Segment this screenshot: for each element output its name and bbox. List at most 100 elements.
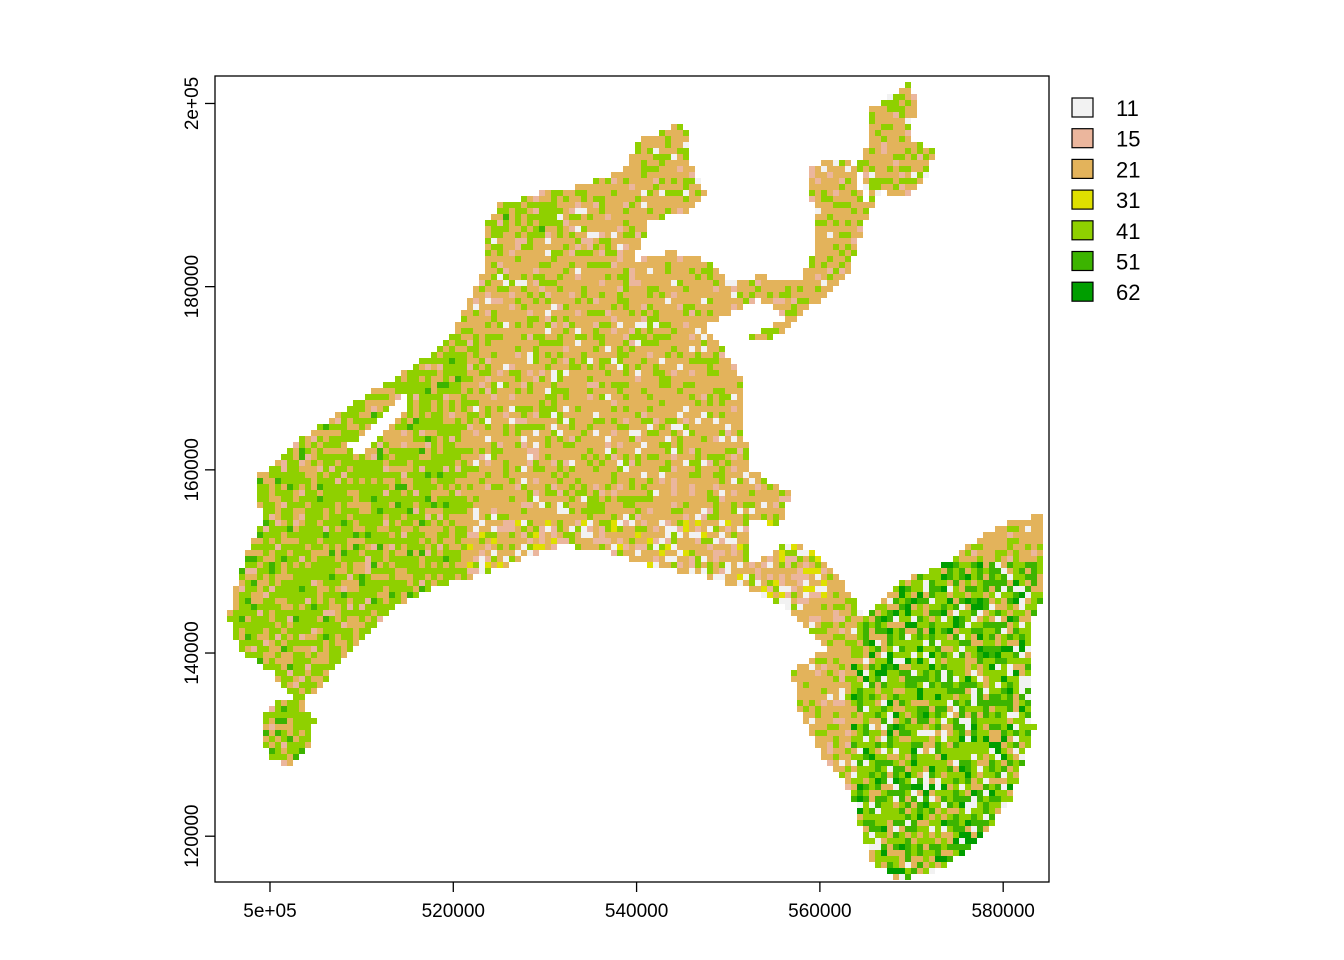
raster-cell [635,280,641,286]
raster-cell [653,562,659,568]
raster-cell [749,286,755,292]
raster-cell [413,460,419,466]
raster-cell [353,496,359,502]
raster-cell [755,562,761,568]
raster-cell [491,382,497,388]
raster-cell [419,448,425,454]
raster-cell [725,286,731,292]
raster-cell [593,364,599,370]
raster-cell [407,370,413,376]
raster-cell [233,586,239,592]
raster-cell [845,184,851,190]
raster-cell [647,322,653,328]
raster-cell [779,304,785,310]
raster-cell [389,448,395,454]
raster-cell [653,316,659,322]
raster-cell [581,316,587,322]
raster-cell [593,220,599,226]
raster-cell [587,292,593,298]
raster-cell [779,496,785,502]
raster-cell [473,442,479,448]
raster-cell [455,556,461,562]
raster-cell [551,220,557,226]
raster-cell [365,538,371,544]
raster-cell [515,328,521,334]
raster-cell [611,226,617,232]
raster-cell [749,562,755,568]
raster-cell [905,154,911,160]
raster-cell [821,250,827,256]
raster-cell [407,400,413,406]
raster-cell [623,436,629,442]
raster-cell [809,166,815,172]
raster-cell [989,616,995,622]
raster-cell [755,334,761,340]
raster-cell [485,232,491,238]
raster-cell [527,352,533,358]
raster-cell [743,574,749,580]
raster-cell [725,406,731,412]
raster-cell [269,568,275,574]
raster-cell [905,148,911,154]
raster-cell [629,280,635,286]
raster-cell [629,538,635,544]
raster-cell [257,580,263,586]
raster-cell [491,544,497,550]
raster-cell [737,280,743,286]
raster-cell [713,406,719,412]
raster-cell [371,460,377,466]
raster-cell [887,616,893,622]
raster-cell [593,526,599,532]
raster-cell [593,178,599,184]
raster-cell [689,316,695,322]
raster-cell [329,562,335,568]
raster-cell [659,484,665,490]
raster-cell [407,556,413,562]
raster-cell [281,538,287,544]
raster-cell [389,508,395,514]
raster-cell [635,154,641,160]
raster-cell [899,166,905,172]
raster-cell [815,592,821,598]
raster-cell [515,484,521,490]
raster-cell [281,628,287,634]
raster-cell [1025,616,1031,622]
raster-cell [623,298,629,304]
raster-cell [635,322,641,328]
raster-cell [521,460,527,466]
raster-cell [389,538,395,544]
raster-cell [509,340,515,346]
raster-cell [983,580,989,586]
raster-cell [587,364,593,370]
raster-cell [653,556,659,562]
raster-cell [575,226,581,232]
raster-cell [599,322,605,328]
raster-cell [503,394,509,400]
raster-cell [593,448,599,454]
raster-cell [431,454,437,460]
raster-cell [875,622,881,628]
raster-cell [833,586,839,592]
raster-cell [821,214,827,220]
raster-cell [911,160,917,166]
raster-cell [689,172,695,178]
raster-cell [563,436,569,442]
raster-cell [563,262,569,268]
raster-cell [623,190,629,196]
raster-cell [641,310,647,316]
raster-cell [269,508,275,514]
raster-cell [407,532,413,538]
raster-cell [581,364,587,370]
raster-cell [539,442,545,448]
raster-cell [947,580,953,586]
raster-cell [347,466,353,472]
raster-cell [293,568,299,574]
raster-cell [401,502,407,508]
raster-cell [671,478,677,484]
raster-cell [311,556,317,562]
raster-cell [551,214,557,220]
raster-cell [581,334,587,340]
raster-cell [641,388,647,394]
raster-cell [1007,592,1013,598]
raster-cell [1025,592,1031,598]
